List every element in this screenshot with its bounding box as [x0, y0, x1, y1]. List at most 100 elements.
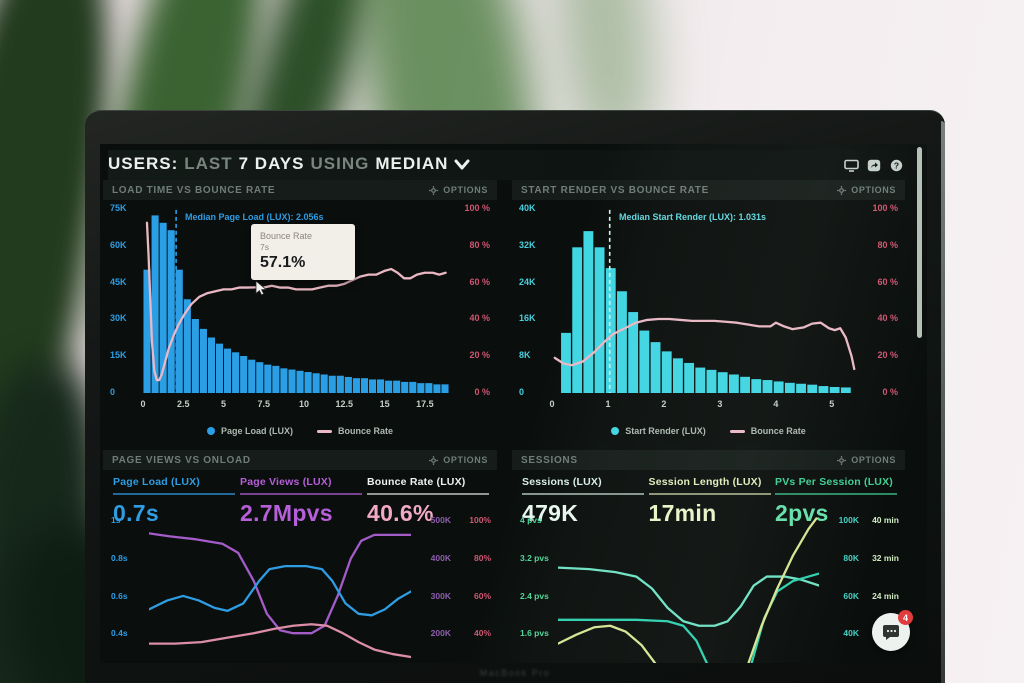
metric-row: Sessions (LUX) 479K Session Length (LUX) 1…	[522, 476, 897, 527]
title-part: USERS:	[108, 154, 179, 173]
metric-sessions: Sessions (LUX) 479K	[522, 476, 644, 527]
series-line-swatch	[317, 429, 332, 433]
y-axis-left: 1s 0.8s 0.6s 0.4s	[111, 515, 128, 639]
chat-bubble-icon	[883, 625, 899, 640]
options-button[interactable]: OPTIONS	[837, 185, 896, 195]
panel-title: PAGE VIEWS VS ONLOAD	[112, 454, 251, 466]
median-annotation: Median Start Render (LUX): 1.031s	[619, 212, 767, 222]
legend-item[interactable]: Bounce Rate	[317, 426, 393, 436]
gear-icon	[837, 185, 847, 195]
chevron-down-icon	[454, 156, 470, 176]
legend-label: Bounce Rate	[750, 426, 806, 436]
display-icon[interactable]	[844, 159, 859, 172]
title-part: MEDIAN	[375, 154, 449, 173]
title-part: 7 DAYS	[238, 154, 305, 173]
help-icon[interactable]: ?	[890, 159, 905, 172]
panel-header: LOAD TIME VS BOUNCE RATE OPTIONS	[103, 180, 497, 200]
panel-load-time-vs-bounce-rate: LOAD TIME VS BOUNCE RATE OPTIONS 75K 60K 4…	[103, 180, 497, 443]
y-axis-right: 100 % 80 % 60 % 40 % 20 % 0 %	[464, 203, 490, 397]
panel-header: START RENDER VS BOUNCE RATE OPTIONS	[512, 180, 905, 200]
legend-label: Bounce Rate	[338, 426, 394, 436]
title-part: LAST	[184, 154, 233, 173]
chart-legend: Page Load (LUX) Bounce Rate	[103, 426, 497, 436]
metric-value: 0.7s	[113, 500, 159, 526]
x-axis: 0 2.5 5 7.5 10 12.5 15 17.5	[140, 399, 434, 409]
chart-area: 75K 60K 45K 30K 15K 0 100 % 80 % 60 % 40 % 20 % 0 …	[103, 200, 497, 443]
sessions-lines	[558, 514, 819, 663]
panel-title: LOAD TIME VS BOUNCE RATE	[112, 184, 276, 196]
laptop-brand-text: MacBook Pro	[479, 668, 551, 678]
metric-label: PVs Per Session (LUX)	[775, 476, 897, 495]
y-axis-left: 40K 32K 24K 16K 8K 0	[519, 203, 536, 397]
series-line-swatch	[729, 429, 745, 433]
chart-area: 40K 32K 24K 16K 8K 0 100 % 80 % 60 % 40 % 20 % 0 %…	[512, 200, 905, 443]
metric-value: 479K	[522, 500, 579, 526]
y-axis-right-percent: 100% 80% 60% 40%	[469, 515, 491, 639]
laptop-edge-highlight	[941, 121, 945, 683]
metric-bounce-rate: Bounce Rate (LUX) 40.6%	[367, 476, 489, 527]
options-label: OPTIONS	[851, 455, 896, 465]
y-axis-right-volume: 500K 400K 300K 200K	[430, 515, 451, 639]
metric-pvs-per-session: PVs Per Session (LUX) 2pvs	[775, 476, 897, 527]
panel-header: PAGE VIEWS VS ONLOAD OPTIONS	[103, 450, 497, 470]
metric-value: 17min	[648, 500, 717, 526]
chat-widget-button[interactable]: 4	[872, 610, 913, 651]
legend-label: Page Load (LUX)	[220, 426, 293, 436]
metric-value: 2pvs	[775, 500, 829, 526]
options-label: OPTIONS	[443, 185, 488, 195]
legend-item[interactable]: Start Render (LUX)	[611, 426, 706, 436]
bounce-rate-tooltip: Bounce Rate 7s 57.1%	[251, 224, 355, 280]
tooltip-value: 57.1%	[260, 254, 306, 271]
y-axis-right-minutes: 40 min 32 min 24 min	[872, 515, 899, 601]
dashboard-header: USERS: LAST 7 DAYS USING MEDIAN ?	[108, 150, 911, 180]
metric-value: 2.7Mpvs	[240, 500, 333, 526]
tooltip-title: Bounce Rate	[260, 231, 313, 241]
legend-item[interactable]: Bounce Rate	[729, 426, 806, 436]
dashboard-title-dropdown[interactable]: USERS: LAST 7 DAYS USING MEDIAN	[108, 154, 476, 176]
y-axis-right: 100 % 80 % 60 % 40 % 20 % 0 %	[872, 203, 898, 397]
metric-label: Sessions (LUX)	[522, 476, 644, 495]
median-annotation: Median Page Load (LUX): 2.056s	[185, 212, 324, 222]
legend-item[interactable]: Page Load (LUX)	[206, 426, 293, 436]
dashboard-screen: USERS: LAST 7 DAYS USING MEDIAN ? LOAD TIME …	[100, 144, 927, 663]
notification-badge: 4	[898, 610, 913, 625]
series-dot-swatch	[206, 427, 215, 435]
start-render-histogram	[552, 208, 857, 393]
metric-label: Page Load (LUX)	[113, 476, 235, 495]
gear-icon	[429, 455, 439, 465]
metric-label: Bounce Rate (LUX)	[367, 476, 489, 495]
load-time-histogram	[143, 208, 449, 393]
gear-icon	[429, 185, 439, 195]
metric-row: Page Load (LUX) 0.7s Page Views (LUX) 2.7M…	[113, 476, 489, 527]
metric-page-load: Page Load (LUX) 0.7s	[113, 476, 235, 527]
plot-area	[143, 208, 449, 393]
metric-value: 40.6%	[367, 500, 434, 526]
options-label: OPTIONS	[851, 185, 896, 195]
mouse-cursor-icon	[254, 280, 268, 296]
panel-title: START RENDER VS BOUNCE RATE	[521, 184, 709, 196]
options-button[interactable]: OPTIONS	[837, 455, 896, 465]
header-icons: ?	[844, 159, 905, 172]
chart-area: 1s 0.8s 0.6s 0.4s 500K 400K 300K 200K 100% 80% 6…	[103, 514, 497, 663]
svg-text:?: ?	[894, 160, 899, 170]
panel-header: SESSIONS OPTIONS	[512, 450, 905, 470]
scrollbar[interactable]	[917, 147, 922, 338]
metric-session-length: Session Length (LUX) 17min	[648, 476, 771, 527]
plot-area	[149, 514, 411, 663]
share-icon[interactable]	[867, 159, 882, 172]
metric-page-views: Page Views (LUX) 2.7Mpvs	[240, 476, 362, 527]
page-views-onload-lines	[149, 514, 411, 663]
options-button[interactable]: OPTIONS	[429, 455, 488, 465]
panel-start-render-vs-bounce-rate: START RENDER VS BOUNCE RATE OPTIONS 40K 3…	[512, 180, 905, 443]
y-axis-left: 4 pvs 3.2 pvs 2.4 pvs 1.6 pvs	[520, 515, 549, 639]
laptop: MacBook Pro USERS: LAST 7 DAYS USING MEDIAN …	[85, 110, 945, 683]
panel-sessions: SESSIONS OPTIONS Sessions (LUX) 479K Sess…	[512, 450, 905, 663]
panel-title: SESSIONS	[521, 454, 578, 466]
metric-label: Session Length (LUX)	[648, 476, 771, 495]
panel-page-views-vs-onload: PAGE VIEWS VS ONLOAD OPTIONS Page Load (…	[103, 450, 497, 663]
legend-label: Start Render (LUX)	[625, 426, 706, 436]
chart-area: 4 pvs 3.2 pvs 2.4 pvs 1.6 pvs 100K 80K 60K 40K…	[512, 514, 905, 663]
chart-legend: Start Render (LUX) Bounce Rate	[512, 426, 905, 436]
options-button[interactable]: OPTIONS	[429, 185, 488, 195]
